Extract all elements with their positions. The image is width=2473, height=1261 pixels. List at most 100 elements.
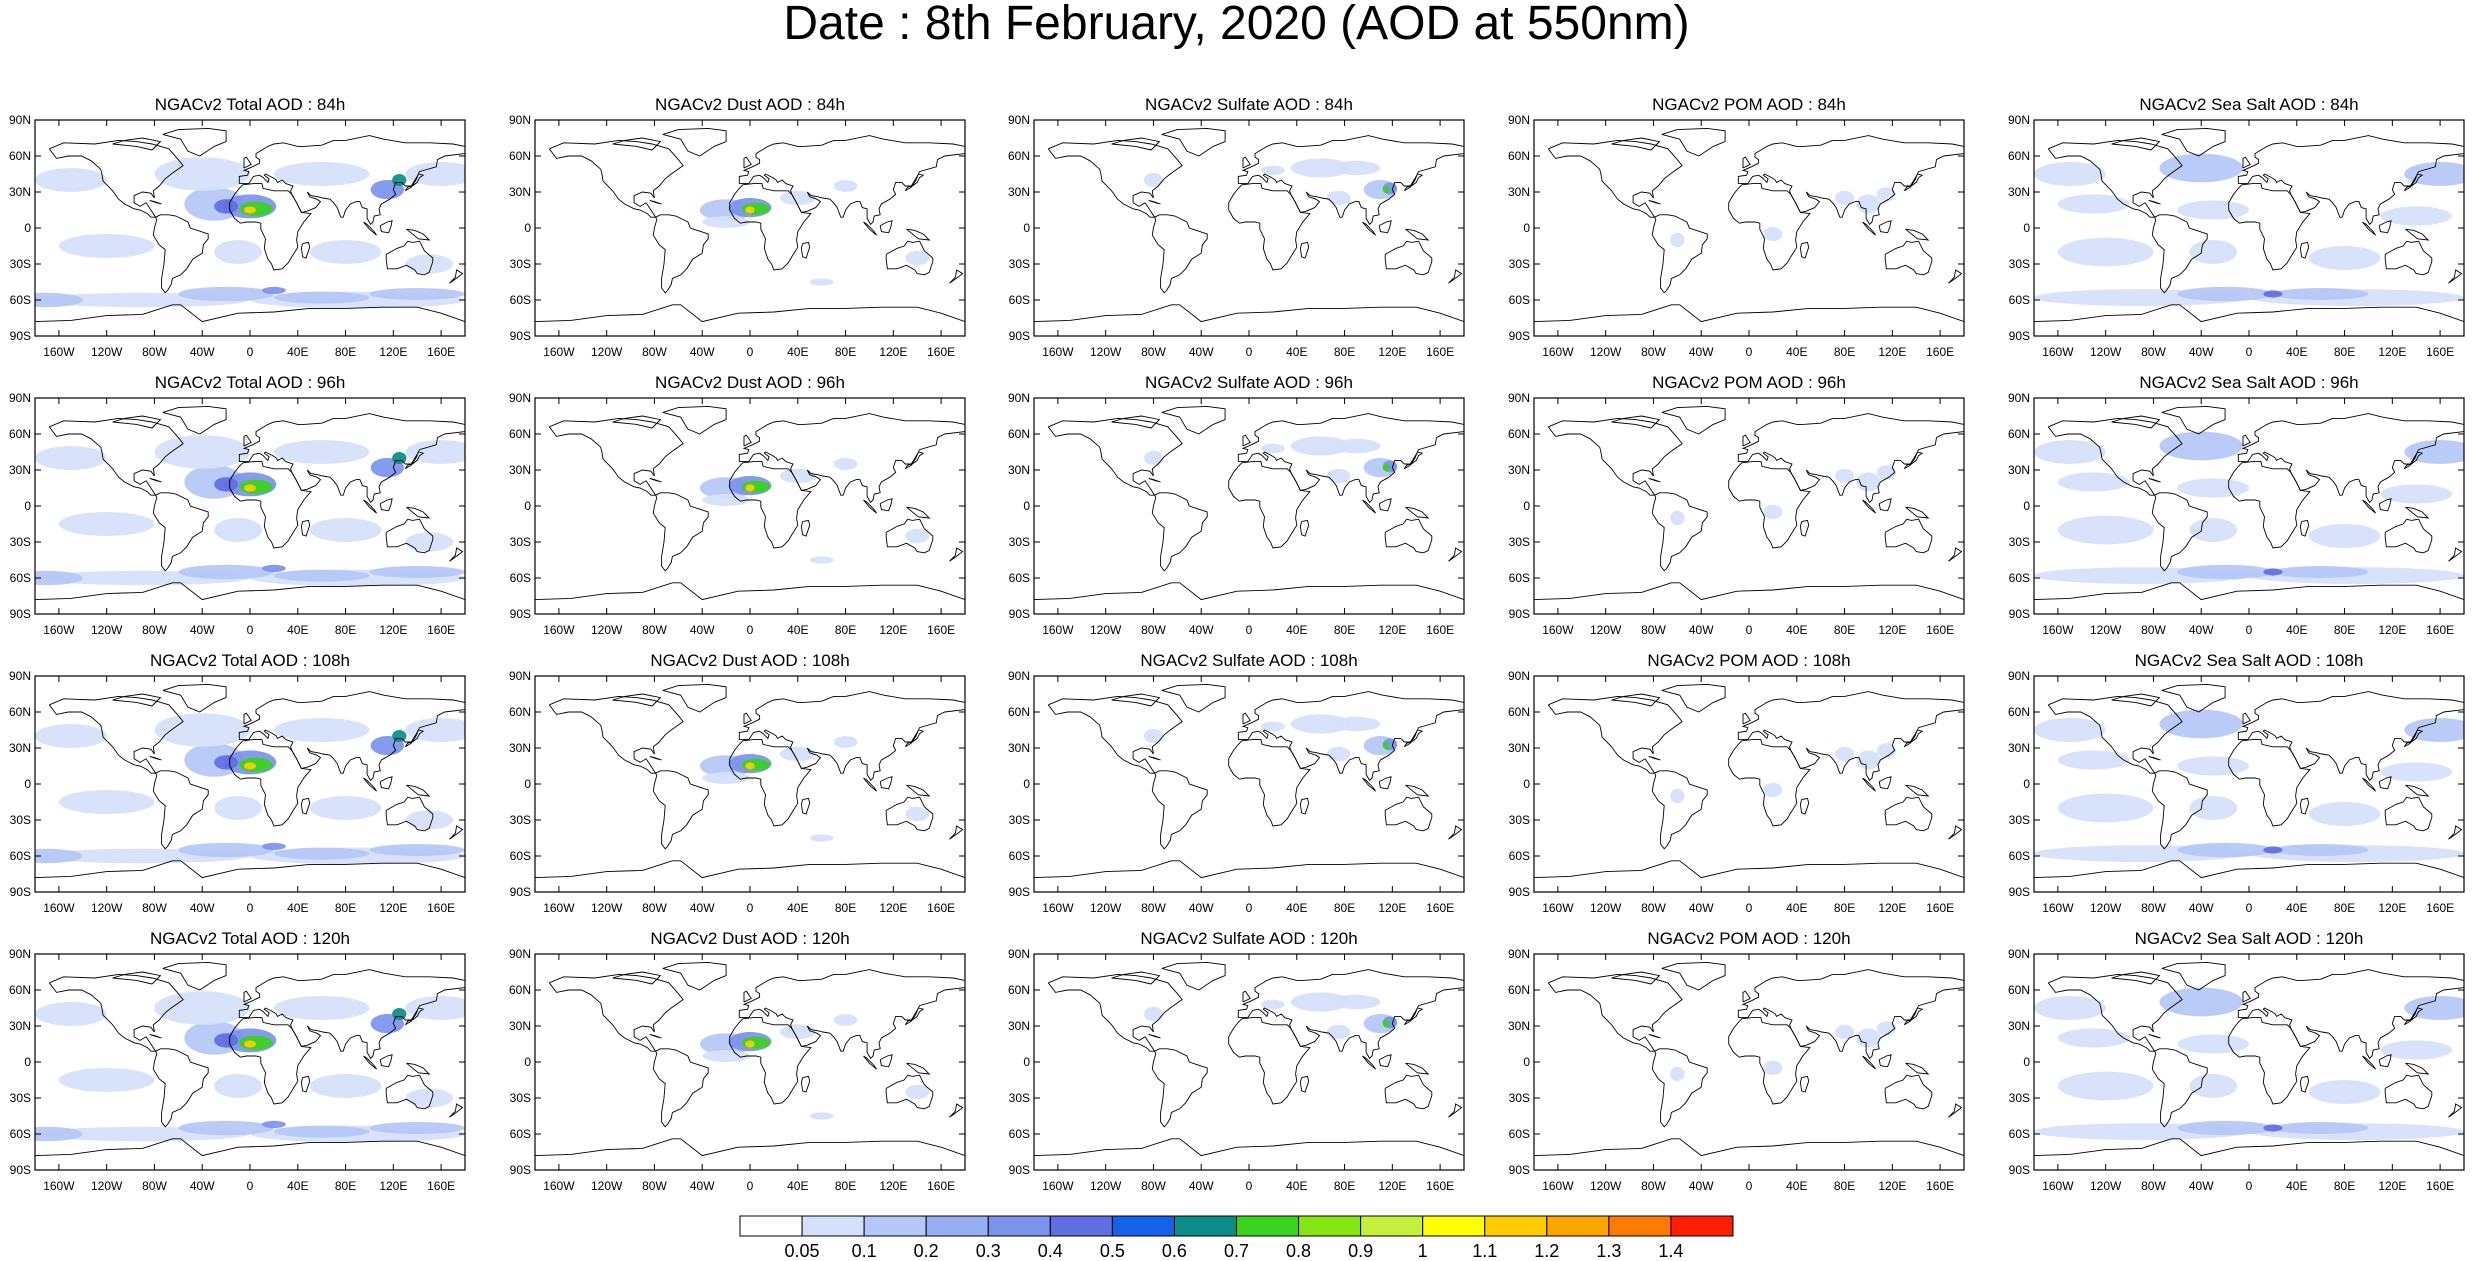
lon-tick-label: 160W	[543, 1179, 575, 1193]
aod-region	[1382, 186, 1390, 194]
lat-tick-label: 0	[524, 499, 531, 513]
lat-tick-label: 60S	[510, 571, 531, 585]
lat-tick-label: 60S	[10, 849, 31, 863]
aod-region	[273, 569, 370, 582]
aod-region	[1326, 1024, 1351, 1040]
lon-tick-label: 40E	[1786, 901, 1807, 915]
map-panel-pom: 90N 60N 30N 0 30S 60S 90S 160W 120W 80W 40W 0 40E 80E…	[1508, 948, 1965, 1193]
lat-tick-label: 30S	[2009, 535, 2030, 549]
lat-tick-label: 30S	[1509, 257, 1530, 271]
coastlines	[2034, 961, 2464, 1157]
lon-tick-label: 40E	[787, 901, 808, 915]
lon-tick-label: 40E	[287, 623, 308, 637]
aod-region	[2404, 440, 2464, 464]
aod-region	[745, 484, 755, 492]
aod-region	[214, 755, 239, 770]
lon-tick-label: 40E	[2286, 1179, 2307, 1193]
coastlines	[1034, 127, 1464, 323]
aod-region	[244, 1040, 256, 1048]
lon-tick-label: 80W	[1641, 901, 1666, 915]
land-outline	[406, 784, 431, 797]
lat-tick-label: 90N	[2008, 670, 2030, 683]
land-outline	[300, 797, 311, 815]
lon-tick-label: 120W	[1590, 623, 1622, 637]
land-outline	[1905, 228, 1930, 241]
lat-tick-label: 30S	[10, 535, 31, 549]
land-outline	[1948, 547, 1963, 562]
colorbar-bin	[1546, 1215, 1610, 1237]
land-outline	[2111, 137, 2161, 151]
coastlines	[535, 683, 965, 879]
lon-tick-label: 160E	[1926, 901, 1954, 915]
lat-tick-label: 30N	[509, 185, 531, 199]
aod-region	[35, 1126, 83, 1142]
colorbar-bin	[1049, 1215, 1113, 1237]
land-outline	[1448, 825, 1463, 840]
lon-tick-label: 40W	[1689, 1179, 1714, 1193]
lat-tick-label: 60S	[510, 1127, 531, 1141]
lat-tick-label: 90N	[509, 670, 531, 683]
map-panel-dust: 90N 60N 30N 0 30S 60S 90S 160W 120W 80W 40W 0 40E 80E…	[509, 114, 966, 359]
aod-region	[178, 286, 274, 302]
land-outline	[885, 796, 934, 832]
lat-tick-label: 90S	[1509, 607, 1530, 621]
lon-tick-label: 0	[1246, 623, 1253, 637]
lon-tick-label: 80E	[1834, 345, 1855, 359]
colorbar-bin	[1236, 1215, 1300, 1237]
aod-region	[2308, 246, 2381, 270]
aod-region	[2189, 1074, 2238, 1098]
aod-region	[1143, 728, 1163, 744]
lon-tick-label: 40W	[1689, 345, 1714, 359]
aod-field	[699, 458, 930, 564]
aod-region	[178, 564, 274, 580]
aod-region	[1143, 450, 1163, 466]
lat-tick-label: 0	[1023, 499, 1030, 513]
lat-tick-label: 90S	[2009, 885, 2030, 899]
lon-tick-label: 40W	[690, 901, 715, 915]
aod-region	[214, 518, 262, 542]
lon-tick-label: 160W	[2042, 623, 2074, 637]
land-outline	[2161, 405, 2226, 435]
aod-region	[2057, 515, 2154, 545]
lon-tick-label: 120E	[879, 623, 907, 637]
lon-tick-label: 120W	[2090, 345, 2122, 359]
map-panel-sulfate: 90N 60N 30N 0 30S 60S 90S 160W 120W 80W 40W 0 40E 80E…	[1008, 670, 1465, 915]
land-outline	[1161, 127, 1226, 157]
colorbar-bin	[1173, 1215, 1237, 1237]
lon-tick-label: 0	[2246, 623, 2253, 637]
land-outline	[1151, 770, 1208, 850]
lat-tick-label: 90N	[1008, 948, 1030, 961]
lon-tick-label: 0	[747, 901, 754, 915]
lat-tick-label: 30S	[1509, 813, 1530, 827]
coastlines	[1534, 683, 1964, 879]
lon-tick-label: 160W	[1042, 345, 1074, 359]
land-outline	[906, 784, 931, 797]
lon-tick-label: 160W	[1542, 1179, 1574, 1193]
coastlines	[35, 683, 465, 879]
aod-region	[2380, 1040, 2453, 1060]
lon-tick-label: 160W	[43, 1179, 75, 1193]
land-outline	[906, 506, 931, 519]
lat-tick-label: 30N	[1008, 463, 1030, 477]
lat-tick-label: 30S	[10, 257, 31, 271]
land-outline	[2384, 1074, 2433, 1110]
land-outline	[738, 135, 965, 226]
lat-tick-label: 30N	[509, 741, 531, 755]
land-outline	[1237, 413, 1464, 504]
lon-tick-label: 160E	[2426, 623, 2454, 637]
lon-tick-label: 40E	[2286, 345, 2307, 359]
panel-title: NGACv2 Sea Salt AOD : 108h	[2134, 651, 2364, 670]
land-outline	[1862, 221, 1876, 236]
aod-region	[702, 1050, 750, 1062]
lon-tick-label: 80E	[1834, 901, 1855, 915]
aod-field	[1143, 436, 1398, 484]
land-outline	[1378, 776, 1392, 790]
land-outline	[2384, 796, 2433, 832]
lat-tick-label: 90N	[1508, 948, 1530, 961]
lat-tick-label: 90N	[2008, 392, 2030, 405]
aod-region	[833, 458, 858, 470]
aod-region	[1856, 750, 1881, 770]
land-outline	[1611, 137, 1661, 151]
aod-region	[1876, 465, 1896, 480]
lat-tick-label: 0	[524, 221, 531, 235]
